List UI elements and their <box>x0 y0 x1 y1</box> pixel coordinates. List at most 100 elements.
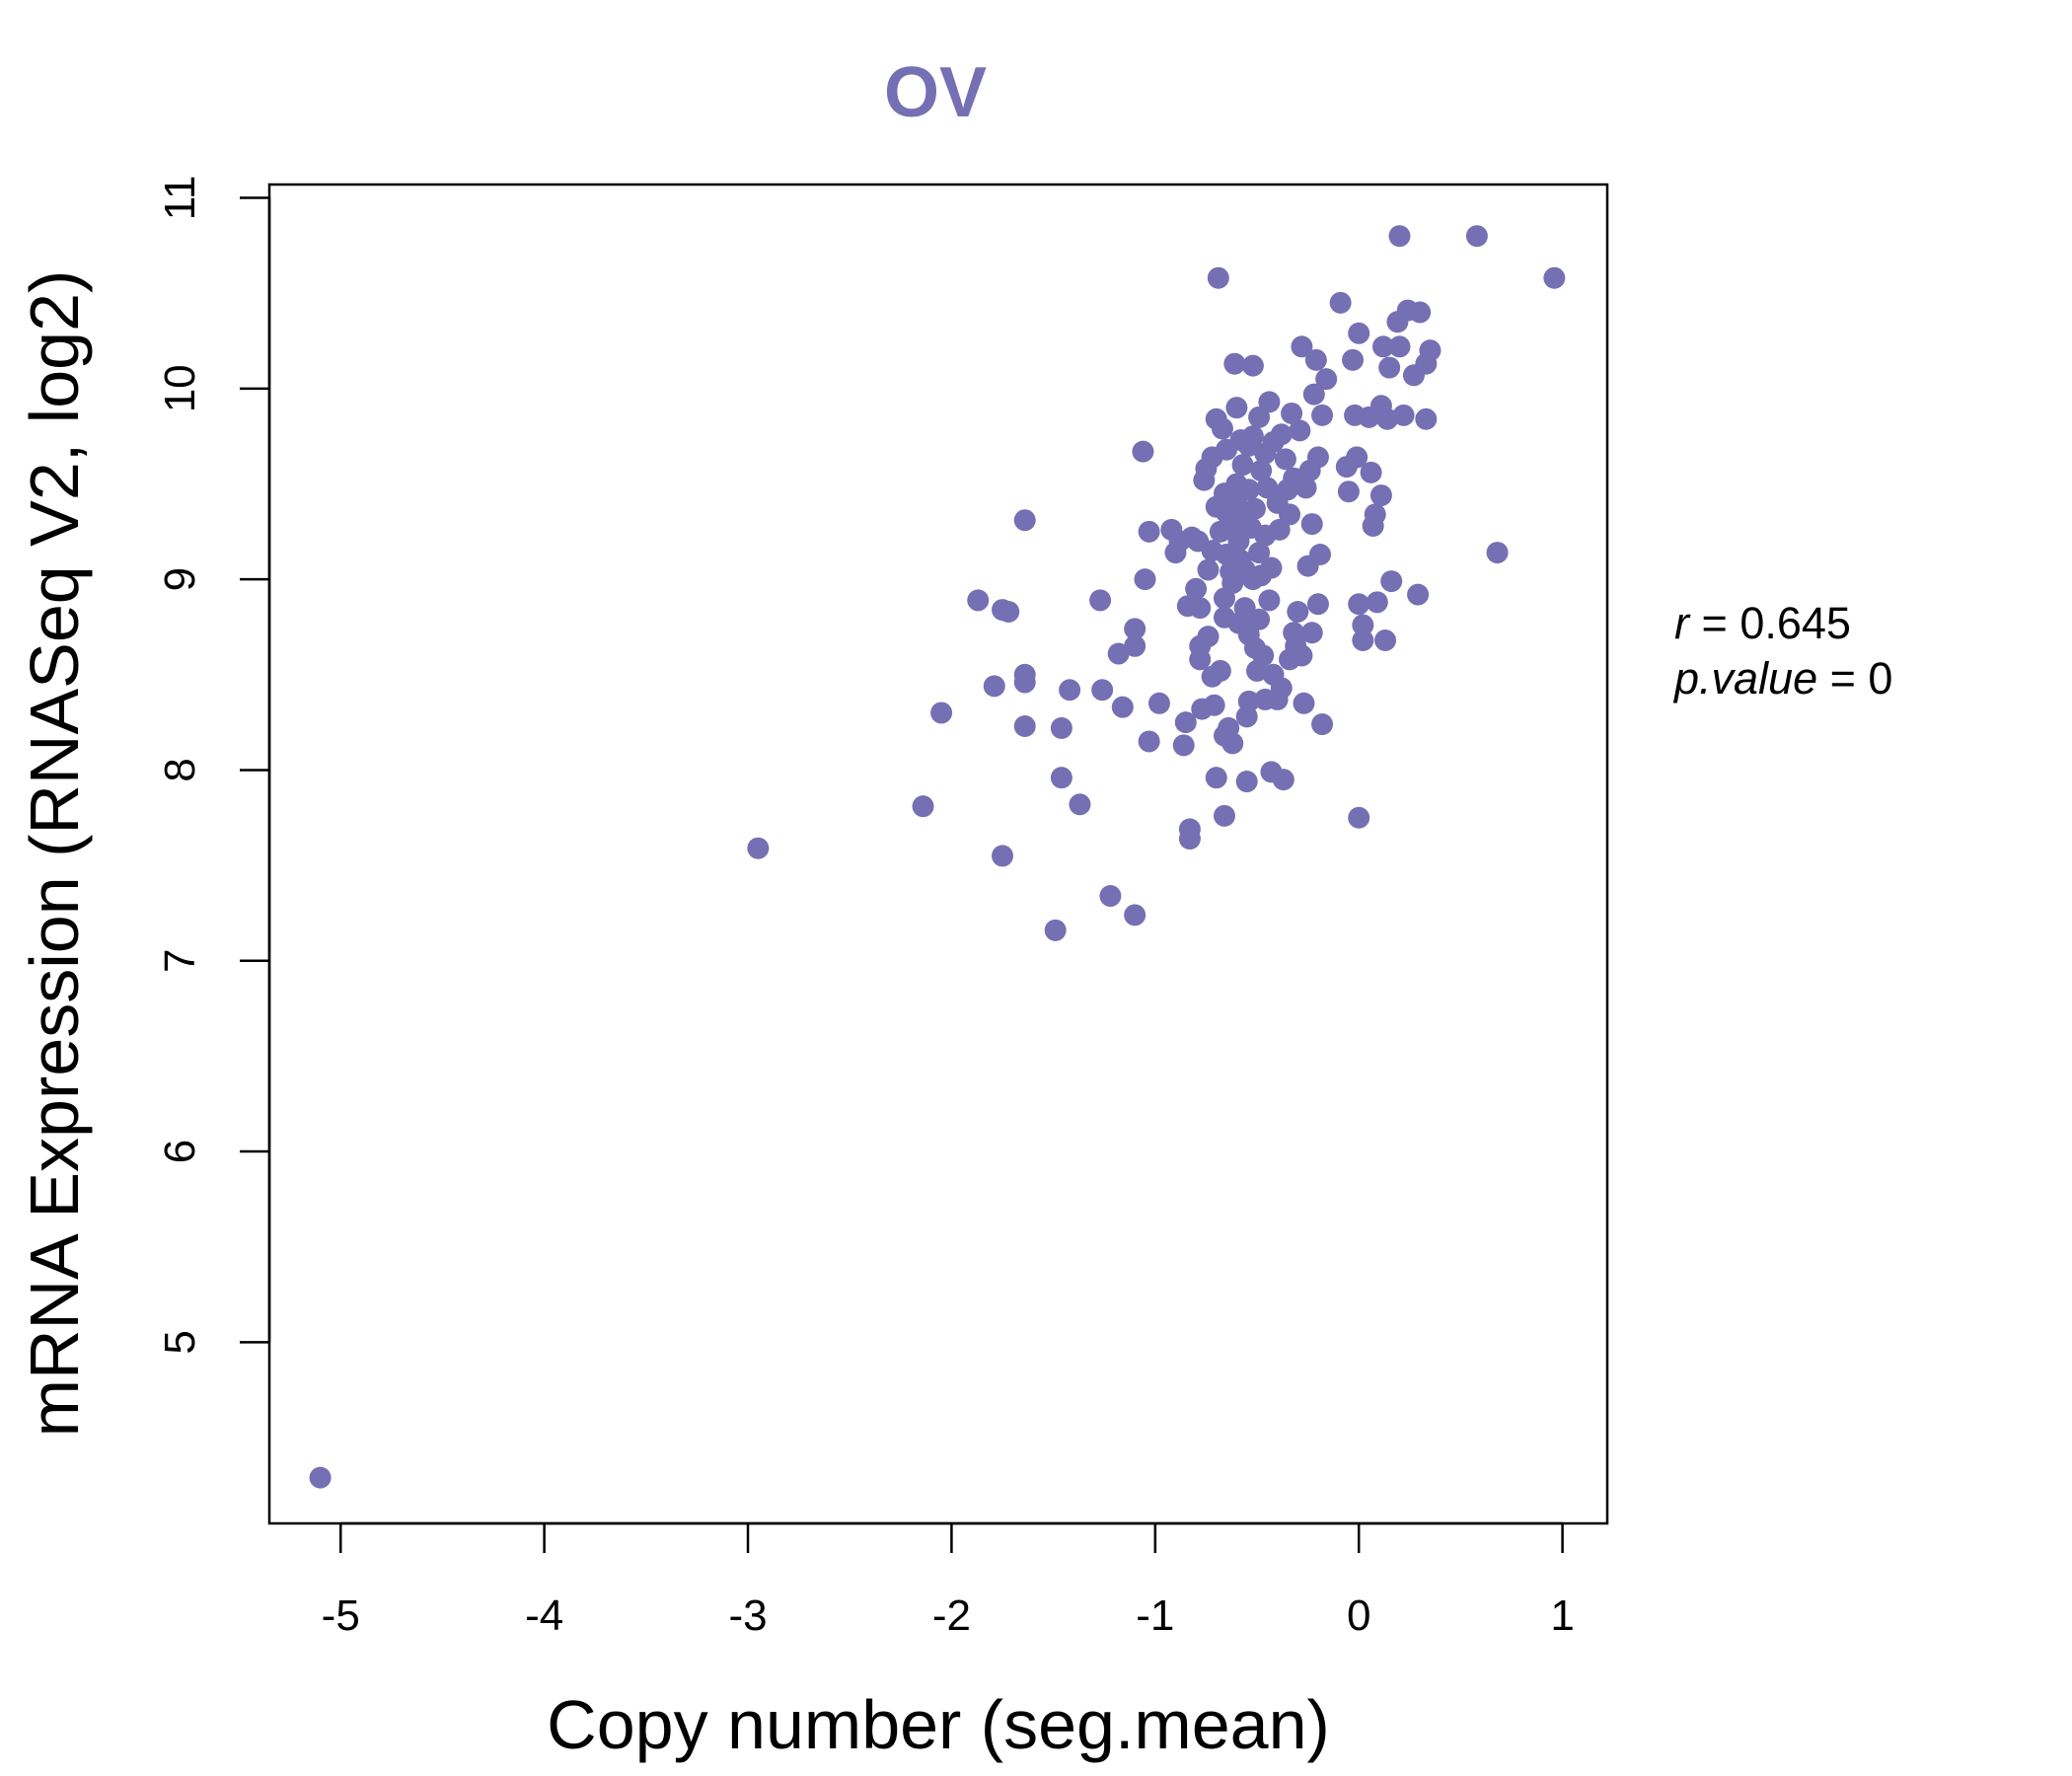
data-point <box>1107 642 1130 665</box>
data-point <box>1209 659 1231 682</box>
data-point <box>1346 446 1369 469</box>
data-point <box>1138 520 1160 543</box>
x-tick-label: -1 <box>1136 1591 1174 1640</box>
data-point <box>1374 629 1397 651</box>
data-point <box>1203 694 1225 716</box>
data-point <box>1258 391 1281 413</box>
data-point <box>1392 404 1415 426</box>
data-point <box>1311 713 1334 736</box>
y-tick-label: 8 <box>156 758 204 781</box>
data-point <box>1302 383 1325 406</box>
data-point <box>1311 404 1334 426</box>
correlation-annotation: r = 0.645 <box>1674 598 1851 648</box>
data-point <box>1178 828 1201 851</box>
data-point <box>992 845 1014 867</box>
data-point <box>1197 558 1220 581</box>
data-point <box>1089 589 1112 612</box>
data-point <box>1300 513 1323 536</box>
data-point <box>1348 322 1370 344</box>
data-point <box>1486 542 1509 564</box>
x-tick-label: 0 <box>1347 1591 1370 1640</box>
x-tick-label: -4 <box>525 1591 563 1640</box>
y-tick-label: 11 <box>156 176 204 221</box>
data-point <box>1419 339 1442 362</box>
x-axis-title: Copy number (seg.mean) <box>547 1686 1330 1763</box>
data-point <box>1252 644 1275 667</box>
p-symbol: p.value <box>1672 653 1817 703</box>
data-point <box>1415 407 1438 430</box>
y-axis: 5 6 7 8 9 10 11 <box>156 176 271 1355</box>
data-point <box>1243 497 1266 520</box>
y-tick-label: 6 <box>156 1140 204 1163</box>
data-point <box>1138 730 1160 753</box>
data-point <box>998 601 1020 624</box>
data-points <box>309 225 1566 1489</box>
data-point <box>930 702 953 724</box>
data-point <box>1059 679 1081 702</box>
data-point <box>1287 601 1309 624</box>
data-point <box>1250 459 1273 481</box>
plot-frame <box>267 183 1609 1525</box>
data-point <box>1235 771 1258 793</box>
r-value: 0.645 <box>1739 598 1851 648</box>
data-point <box>1291 335 1313 358</box>
data-point <box>1289 419 1311 442</box>
data-point <box>1378 356 1401 379</box>
data-point <box>1337 481 1360 503</box>
chart-title: OV <box>884 53 987 132</box>
data-point <box>1388 225 1411 248</box>
x-tick-label: -5 <box>322 1591 360 1640</box>
data-point <box>1371 335 1394 358</box>
data-point <box>1274 448 1296 471</box>
data-point <box>1348 806 1370 829</box>
data-point <box>1225 397 1248 419</box>
data-point <box>1174 711 1197 734</box>
data-point <box>1465 225 1488 248</box>
y-tick-label: 10 <box>156 364 204 412</box>
pvalue-annotation: p.value = 0 <box>1672 653 1892 703</box>
data-point <box>1134 568 1156 591</box>
data-point <box>1369 484 1392 507</box>
data-point <box>1248 406 1271 428</box>
data-point <box>1270 677 1293 700</box>
data-point <box>1348 593 1370 616</box>
x-axis: -5 -4 -3 -2 -1 0 1 <box>322 1521 1575 1640</box>
data-point <box>1270 423 1293 446</box>
data-point <box>1306 446 1329 469</box>
data-point <box>1207 266 1229 289</box>
data-point <box>1295 477 1317 499</box>
data-point <box>1211 417 1233 440</box>
data-point <box>1329 291 1352 314</box>
data-point <box>1147 692 1170 714</box>
r-equals: = <box>1702 598 1728 648</box>
data-point <box>1241 425 1264 448</box>
data-point <box>1044 919 1067 941</box>
data-point <box>1189 597 1212 620</box>
y-tick-label: 9 <box>156 567 204 591</box>
data-point <box>1099 885 1122 908</box>
data-point <box>1300 622 1323 644</box>
data-point <box>1223 352 1246 375</box>
data-point <box>1248 542 1271 564</box>
data-point <box>1281 402 1303 424</box>
data-point <box>1185 577 1208 600</box>
data-point <box>1013 509 1036 532</box>
data-point <box>1407 583 1430 606</box>
data-point <box>1069 793 1091 816</box>
data-point <box>1268 518 1291 541</box>
data-point <box>1213 804 1235 827</box>
data-point <box>1237 690 1260 712</box>
data-point <box>1231 454 1254 477</box>
data-point <box>1172 734 1195 757</box>
data-point <box>1315 368 1338 391</box>
data-point <box>1388 335 1411 358</box>
r-symbol: r <box>1674 598 1691 648</box>
data-point <box>1205 767 1227 789</box>
data-point <box>1237 479 1260 501</box>
y-tick-label: 7 <box>156 949 204 973</box>
data-point <box>1248 608 1271 630</box>
data-point <box>912 795 934 818</box>
data-point <box>309 1466 332 1489</box>
data-point <box>1124 634 1147 657</box>
